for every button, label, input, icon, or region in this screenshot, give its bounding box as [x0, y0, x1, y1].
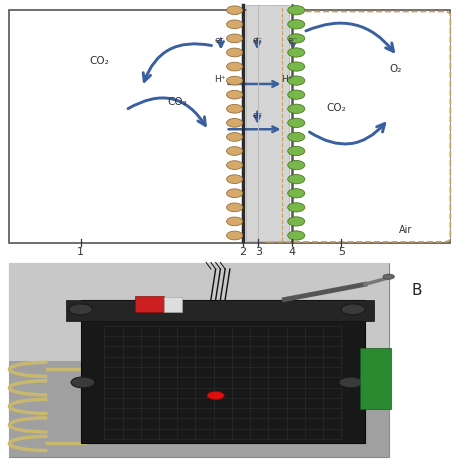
- Text: e⁻: e⁻: [215, 36, 225, 46]
- Circle shape: [288, 132, 305, 142]
- Circle shape: [288, 174, 305, 184]
- Circle shape: [288, 90, 305, 100]
- Circle shape: [288, 48, 305, 57]
- Circle shape: [227, 91, 243, 99]
- Circle shape: [227, 146, 243, 155]
- Circle shape: [227, 34, 243, 43]
- Circle shape: [288, 189, 305, 198]
- Circle shape: [207, 392, 224, 400]
- Circle shape: [288, 161, 305, 170]
- Bar: [360, 347, 391, 409]
- Text: Air: Air: [399, 225, 412, 236]
- Text: CO₂: CO₂: [327, 102, 346, 112]
- Circle shape: [227, 104, 243, 113]
- Text: O₂: O₂: [390, 64, 402, 74]
- Circle shape: [288, 62, 305, 71]
- Circle shape: [227, 203, 243, 212]
- Circle shape: [227, 189, 243, 198]
- Circle shape: [227, 20, 243, 28]
- Circle shape: [288, 20, 305, 29]
- FancyBboxPatch shape: [261, 11, 450, 242]
- Text: B: B: [412, 283, 422, 298]
- Bar: [246, 5, 289, 241]
- Bar: [164, 297, 182, 311]
- Bar: [9, 263, 389, 456]
- Text: H⁺: H⁺: [282, 75, 293, 84]
- Circle shape: [288, 146, 305, 155]
- Circle shape: [69, 304, 92, 315]
- Circle shape: [288, 34, 305, 43]
- Text: 4: 4: [288, 247, 295, 257]
- Text: e⁻: e⁻: [287, 36, 298, 46]
- Text: CO₂: CO₂: [90, 56, 109, 66]
- Text: 2: 2: [239, 247, 247, 257]
- Text: 3: 3: [255, 247, 262, 257]
- Bar: [81, 300, 365, 444]
- Circle shape: [288, 76, 305, 85]
- Circle shape: [227, 48, 243, 57]
- Bar: [9, 263, 389, 361]
- Bar: [66, 300, 374, 321]
- Circle shape: [288, 6, 305, 15]
- Circle shape: [288, 203, 305, 212]
- Circle shape: [227, 62, 243, 71]
- Text: CO₂: CO₂: [168, 97, 188, 108]
- Circle shape: [71, 377, 95, 388]
- Circle shape: [288, 217, 305, 226]
- Circle shape: [227, 161, 243, 169]
- Circle shape: [288, 231, 305, 240]
- Circle shape: [227, 76, 243, 85]
- Bar: [135, 296, 164, 311]
- Circle shape: [341, 304, 365, 315]
- Circle shape: [227, 133, 243, 141]
- Circle shape: [383, 274, 394, 279]
- Circle shape: [288, 104, 305, 113]
- Circle shape: [227, 217, 243, 226]
- Circle shape: [288, 118, 305, 128]
- Text: H⁺: H⁺: [214, 75, 226, 84]
- Text: 1: 1: [77, 247, 84, 257]
- Circle shape: [227, 6, 243, 15]
- Circle shape: [227, 175, 243, 183]
- Circle shape: [339, 377, 363, 388]
- Text: e⁻: e⁻: [252, 36, 263, 46]
- Bar: [9, 361, 389, 456]
- Text: 5: 5: [338, 247, 345, 257]
- Circle shape: [227, 118, 243, 127]
- Circle shape: [227, 231, 243, 240]
- Text: e⁻: e⁻: [252, 111, 263, 119]
